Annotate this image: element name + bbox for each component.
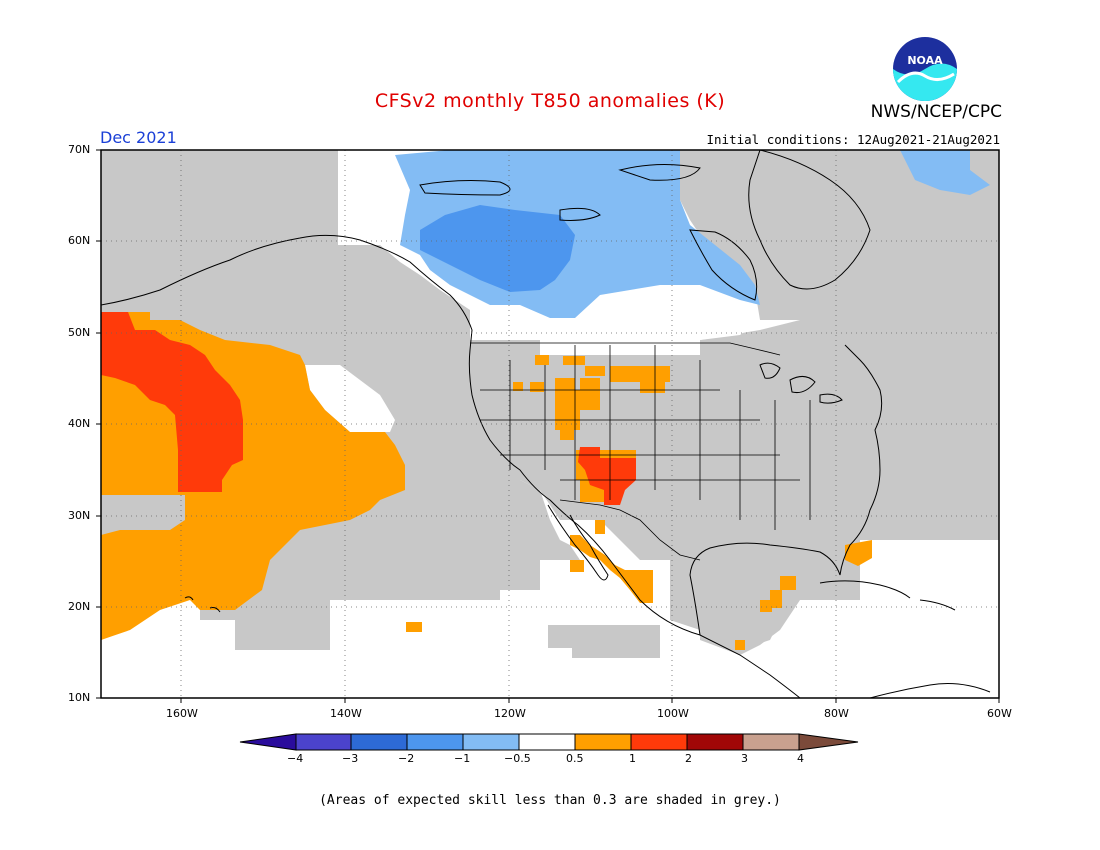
colorbar-bin (462, 733, 520, 751)
colorbar-label: −0.5 (504, 752, 531, 765)
neutral-atlantic (800, 540, 999, 698)
colorbar-extend-high (798, 733, 859, 751)
lon-label-120w: 120W (494, 707, 526, 720)
valid-month-label: Dec 2021 (100, 128, 177, 147)
hot-anomaly-pacific (101, 312, 243, 492)
hot-anomaly-southwest (578, 447, 636, 505)
colorbar-label: −1 (454, 752, 471, 765)
coastlines (101, 150, 991, 698)
lon-label-80w: 80W (824, 707, 849, 720)
colorbar-bin (518, 733, 576, 751)
colorbar-extend-low (239, 733, 297, 751)
lat-label-10n: 10N (68, 691, 91, 704)
neutral-pacific-south (101, 640, 330, 698)
colorbar-bin (742, 733, 800, 751)
colorbar-label: 1 (629, 752, 636, 765)
initial-conditions-label: Initial conditions: 12Aug2021-21Aug2021 (706, 132, 1001, 147)
political-borders (470, 342, 811, 561)
colorbar-label: 2 (685, 752, 692, 765)
colder-anomaly-canada (420, 205, 575, 292)
colorbar-bin (630, 733, 688, 751)
colorbar-bin (574, 733, 632, 751)
lon-label-140w: 140W (330, 707, 362, 720)
colorbar-bin (295, 733, 352, 751)
lat-label-30n: 30N (68, 509, 91, 522)
colorbar-bin (406, 733, 464, 751)
colorbar-label: −4 (287, 752, 304, 765)
colorbar-label: 0.5 (566, 752, 584, 765)
agency-label: NWS/NCEP/CPC (870, 102, 1002, 122)
colorbar-label: −2 (398, 752, 415, 765)
neutral-band-canada (490, 285, 760, 340)
colorbar-label: 3 (741, 752, 748, 765)
lon-label-160w: 160W (166, 707, 198, 720)
colorbar-label: 4 (797, 752, 804, 765)
map-content (101, 150, 999, 698)
logo-text: NOAA (907, 54, 943, 67)
lat-label-40n: 40N (68, 417, 91, 430)
lat-label-20n: 20N (68, 600, 91, 613)
lat-label-60n: 60N (68, 234, 91, 247)
axis-ticks (96, 149, 1000, 703)
colorbar-bin (350, 733, 408, 751)
lon-label-60w: 60W (987, 707, 1012, 720)
chart-title: CFSv2 monthly T850 anomalies (K) (374, 90, 726, 112)
lat-label-50n: 50N (68, 326, 91, 339)
neutral-patch-pacific (305, 365, 395, 432)
colorbar (239, 733, 859, 751)
noaa-logo: NOAA (893, 37, 957, 101)
lon-label-100w: 100W (657, 707, 689, 720)
footnote: (Areas of expected skill less than 0.3 a… (319, 793, 781, 808)
colorbar-bin (686, 733, 744, 751)
lat-label-70n: 70N (68, 143, 91, 156)
colorbar-label: −3 (342, 752, 359, 765)
